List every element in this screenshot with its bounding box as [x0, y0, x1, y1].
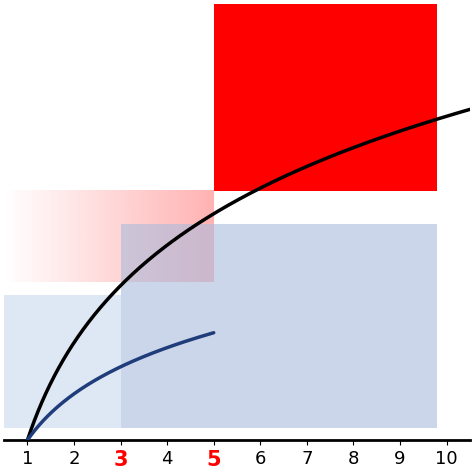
Bar: [4, 295, 120, 428]
Bar: [214, 4, 437, 191]
Bar: [120, 224, 437, 428]
